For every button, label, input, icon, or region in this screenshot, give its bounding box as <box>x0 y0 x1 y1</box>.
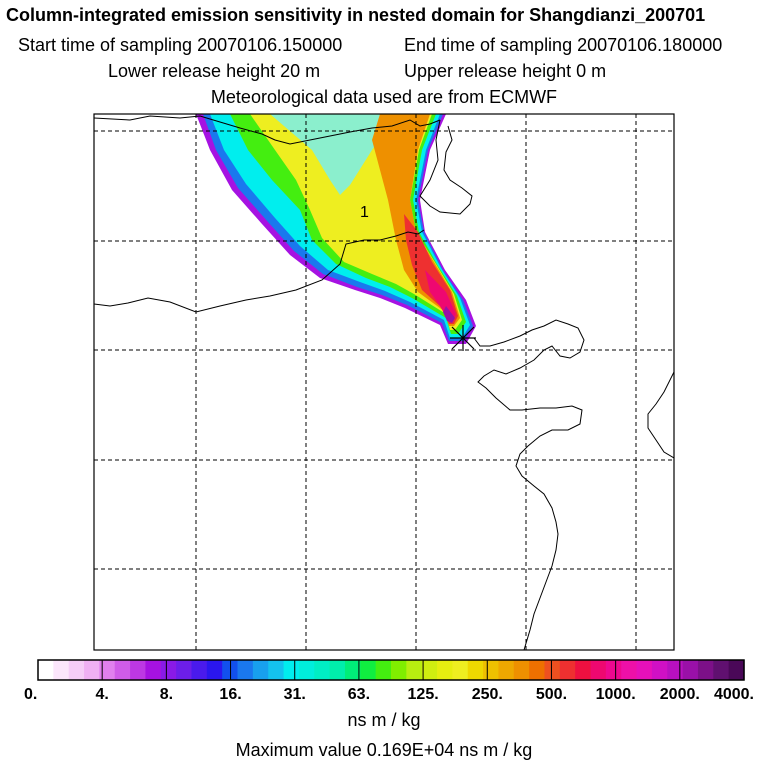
colorbar-units: ns m / kg <box>347 710 421 730</box>
release-label: 1 <box>360 204 369 221</box>
colorbar-tick-label: 16. <box>219 686 241 703</box>
met-data-label: Meteorological data used are from ECMWF <box>210 87 558 107</box>
colorbar-swatch <box>544 660 561 680</box>
release-site-marker <box>450 325 476 351</box>
colorbar-tick-label: 8. <box>160 686 173 703</box>
colorbar-swatch <box>252 660 269 680</box>
colorbar-tick-label: 125. <box>408 686 439 703</box>
colorbar-ticks: 0. 4. 8. 16. 31. 63. 125. 250. 500. 1000. 2000. 400… <box>24 660 754 703</box>
colorbar-swatch <box>298 660 315 680</box>
colorbar-tick-label: 0. <box>24 686 37 703</box>
colorbar-swatch <box>360 660 377 680</box>
colorbar-swatch <box>84 660 100 680</box>
colorbar-swatch <box>529 660 546 680</box>
plume-inner-cyan <box>270 114 395 195</box>
colorbar-swatch <box>421 660 438 680</box>
colorbar-swatch <box>575 660 592 680</box>
colorbar-tick-label: 63. <box>348 686 370 703</box>
colorbar-swatch <box>498 660 515 680</box>
korea-coast <box>647 371 674 459</box>
colorbar-swatch <box>268 660 285 680</box>
colorbar <box>37 659 745 681</box>
colorbar-swatch <box>513 660 530 680</box>
map-frame <box>93 113 675 651</box>
colorbar-swatch <box>114 660 131 680</box>
colorbar-swatch <box>697 660 714 680</box>
colorbar-swatch <box>329 660 346 680</box>
colorbar-tick-label: 4000. <box>714 686 754 703</box>
bohai-coast <box>473 319 585 650</box>
chart-title: Column-integrated emission sensitivity i… <box>6 5 706 25</box>
colorbar-swatch <box>237 660 254 680</box>
colorbar-swatch <box>713 660 730 680</box>
colorbar-swatch <box>344 660 361 680</box>
plume-core <box>443 306 455 323</box>
colorbar-swatch <box>38 660 54 680</box>
colorbar-tick-label: 500. <box>536 686 567 703</box>
lat-lon-grid <box>94 114 674 650</box>
colorbar-swatch <box>191 660 208 680</box>
colorbar-swatch <box>145 660 162 680</box>
colorbar-frame <box>37 659 745 681</box>
colorbar-swatch <box>375 660 392 680</box>
colorbar-swatch <box>406 660 423 680</box>
colorbar-swatch <box>483 660 500 680</box>
max-value-label: Maximum value 0.169E+04 ns m / kg <box>235 740 533 760</box>
colorbar-swatch <box>621 660 638 680</box>
colorbar-swatch <box>467 660 484 680</box>
colorbar-swatch <box>682 660 699 680</box>
colorbar-swatch <box>728 660 745 680</box>
colorbar-tick-label: 1000. <box>596 686 636 703</box>
colorbar-tick-label: 31. <box>284 686 306 703</box>
upper-release-label: Upper release height 0 m <box>404 61 607 81</box>
colorbar-swatch <box>559 660 576 680</box>
colorbar-swatch <box>437 660 453 680</box>
colorbar-swatch <box>636 660 653 680</box>
colorbar-swatch <box>283 660 300 680</box>
colorbar-swatch <box>651 660 668 680</box>
colorbar-tick-label: 2000. <box>660 686 700 703</box>
colorbar-swatch <box>99 660 116 680</box>
colorbar-swatch <box>176 660 193 680</box>
border-west <box>94 229 425 313</box>
start-time-label: Start time of sampling 20070106.150000 <box>18 35 343 55</box>
colorbar-swatch <box>160 660 177 680</box>
lower-release-label: Lower release height 20 m <box>108 61 321 81</box>
colorbar-swatch <box>130 660 147 680</box>
coastlines <box>94 115 674 650</box>
colorbar-swatch <box>590 660 607 680</box>
colorbar-swatch <box>68 660 85 680</box>
colorbar-swatch <box>452 660 469 680</box>
colorbar-swatch <box>667 660 684 680</box>
sensitivity-plume <box>196 114 476 344</box>
colorbar-swatch <box>314 660 331 680</box>
border-north <box>94 115 441 145</box>
colorbar-tick-label: 4. <box>96 686 109 703</box>
colorbar-swatch <box>53 660 70 680</box>
colorbar-tick-label: 250. <box>472 686 503 703</box>
colorbar-swatch <box>391 660 407 680</box>
colorbar-swatch <box>206 660 223 680</box>
end-time-label: End time of sampling 20070106.180000 <box>404 35 723 55</box>
colorbar-swatch <box>605 660 622 680</box>
coast-bay-north <box>419 119 473 215</box>
